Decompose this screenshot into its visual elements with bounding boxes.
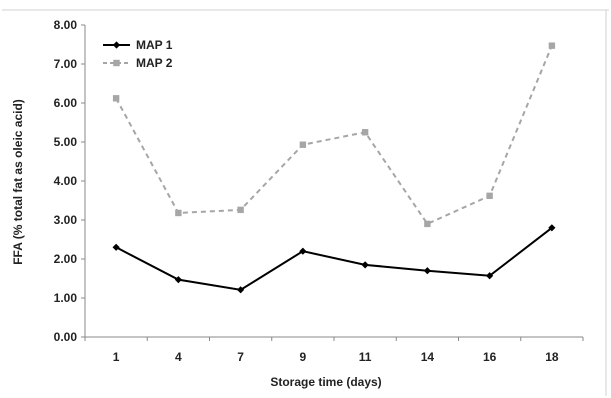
series-line bbox=[115, 227, 553, 291]
data-point bbox=[486, 192, 493, 200]
legend-item: MAP 1 bbox=[103, 38, 173, 52]
data-point bbox=[112, 95, 120, 102]
y-tick-label: 0.00 bbox=[54, 330, 78, 344]
y-tick-label: 5.00 bbox=[54, 135, 78, 149]
legend: MAP 1 MAP 2 bbox=[103, 38, 173, 70]
data-point bbox=[175, 209, 182, 217]
data-point bbox=[112, 243, 120, 251]
data-point bbox=[548, 42, 556, 49]
y-tick-label: 2.00 bbox=[54, 252, 78, 266]
x-axis-title: Storage time (days) bbox=[270, 375, 381, 389]
data-point bbox=[237, 286, 245, 294]
data-point bbox=[361, 261, 369, 269]
x-tick-label: 11 bbox=[359, 350, 372, 364]
x-tick-label: 16 bbox=[483, 350, 497, 364]
y-tick-label: 1.00 bbox=[54, 291, 78, 305]
y-tick-label: 6.00 bbox=[54, 96, 78, 110]
legend-label: MAP 2 bbox=[136, 56, 173, 70]
series-layer bbox=[112, 42, 556, 294]
y-tick-label: 3.00 bbox=[54, 213, 78, 227]
series-line bbox=[115, 45, 553, 226]
data-point bbox=[237, 206, 244, 214]
y-tick-label: 4.00 bbox=[54, 174, 78, 188]
y-tick-label: 7.00 bbox=[54, 57, 78, 71]
y-tick-label: 8.00 bbox=[54, 18, 78, 32]
x-tick-label: 1 bbox=[113, 350, 120, 364]
data-point bbox=[423, 267, 431, 275]
y-axis: 0.00 1.00 2.00 3.00 4.00 5.00 6.00 7.00 8.00 bbox=[54, 18, 86, 344]
series-map-2 bbox=[112, 42, 556, 228]
series-map-1 bbox=[112, 224, 556, 294]
data-point bbox=[299, 141, 307, 148]
x-axis: 1 4 7 9 11 14 16 18 bbox=[84, 336, 584, 364]
legend-marker bbox=[113, 59, 120, 67]
data-point bbox=[174, 276, 182, 284]
x-tick-label: 9 bbox=[300, 350, 307, 364]
x-tick-label: 18 bbox=[545, 350, 559, 364]
data-point bbox=[361, 129, 369, 136]
data-point bbox=[299, 247, 307, 255]
legend-marker bbox=[112, 41, 121, 49]
y-axis-title: FFA (% total fat as oleic acid) bbox=[11, 99, 25, 265]
data-point bbox=[424, 220, 431, 228]
x-tick-label: 7 bbox=[237, 350, 244, 364]
legend-label: MAP 1 bbox=[136, 38, 173, 52]
data-point bbox=[486, 272, 494, 280]
x-tick-label: 4 bbox=[175, 350, 182, 364]
legend-item: MAP 2 bbox=[103, 56, 173, 70]
x-tick-label: 14 bbox=[421, 350, 435, 364]
data-point bbox=[548, 224, 556, 232]
